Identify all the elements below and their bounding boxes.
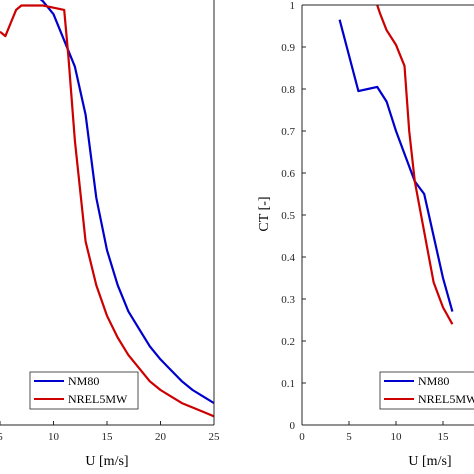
right-series-line-nrel5mw	[376, 5, 454, 325]
right-legend-label-nm80: NM80	[418, 374, 449, 388]
left-series-line-nrel5mw	[0, 4, 214, 418]
right-x-tick-label: 15	[438, 431, 450, 443]
right-y-tick-label: 0.6	[281, 168, 295, 180]
left-x-tick-label: 20	[155, 431, 167, 443]
right-series-line-nm80	[338, 19, 454, 312]
left-x-tick-label: 25	[209, 431, 221, 443]
left-chart: 5 10 15 20 25 U [m/s] NM80 NREL5MW	[0, 0, 220, 469]
right-y-tick-label: 0	[290, 420, 296, 432]
right-y-tick-label: 0.8	[281, 84, 295, 96]
right-x-tick-label: 10	[391, 431, 403, 443]
left-legend-label-nm80: NM80	[68, 374, 99, 388]
right-x-tick-label: 0	[299, 431, 305, 443]
right-y-tick-label: 0.9	[281, 42, 295, 54]
left-legend-label-nrel5mw: NREL5MW	[68, 392, 128, 406]
left-series-line-nm80	[39, 0, 214, 405]
left-x-tick-label: 10	[48, 431, 60, 443]
left-x-tick-label: 5	[0, 431, 3, 443]
right-y-tick-label: 1	[290, 0, 296, 12]
right-chart: 0 5 10 15 0 0.1 0.2 0.3 0.4 0.5 0.6 0.7 0.8 0.9 1 U [m…	[257, 0, 474, 469]
right-y-tick-label: 0.5	[281, 210, 295, 222]
right-legend: NM80 NREL5MW	[379, 371, 474, 410]
right-legend-label-nrel5mw: NREL5MW	[418, 392, 474, 406]
right-y-tick-label: 0.4	[281, 252, 295, 264]
right-x-tick-label: 5	[346, 431, 352, 443]
right-y-tick-label: 0.7	[281, 126, 295, 138]
left-x-axis-label: U [m/s]	[85, 454, 128, 469]
left-x-tick-label: 15	[102, 431, 114, 443]
right-y-tick-label: 0.1	[281, 378, 295, 390]
right-y-tick-label: 0.2	[281, 336, 295, 348]
right-x-axis-label: U [m/s]	[408, 454, 451, 469]
left-legend: NM80 NREL5MW	[29, 371, 139, 410]
right-y-axis-label: CT [-]	[257, 196, 272, 231]
right-y-tick-label: 0.3	[281, 294, 295, 306]
